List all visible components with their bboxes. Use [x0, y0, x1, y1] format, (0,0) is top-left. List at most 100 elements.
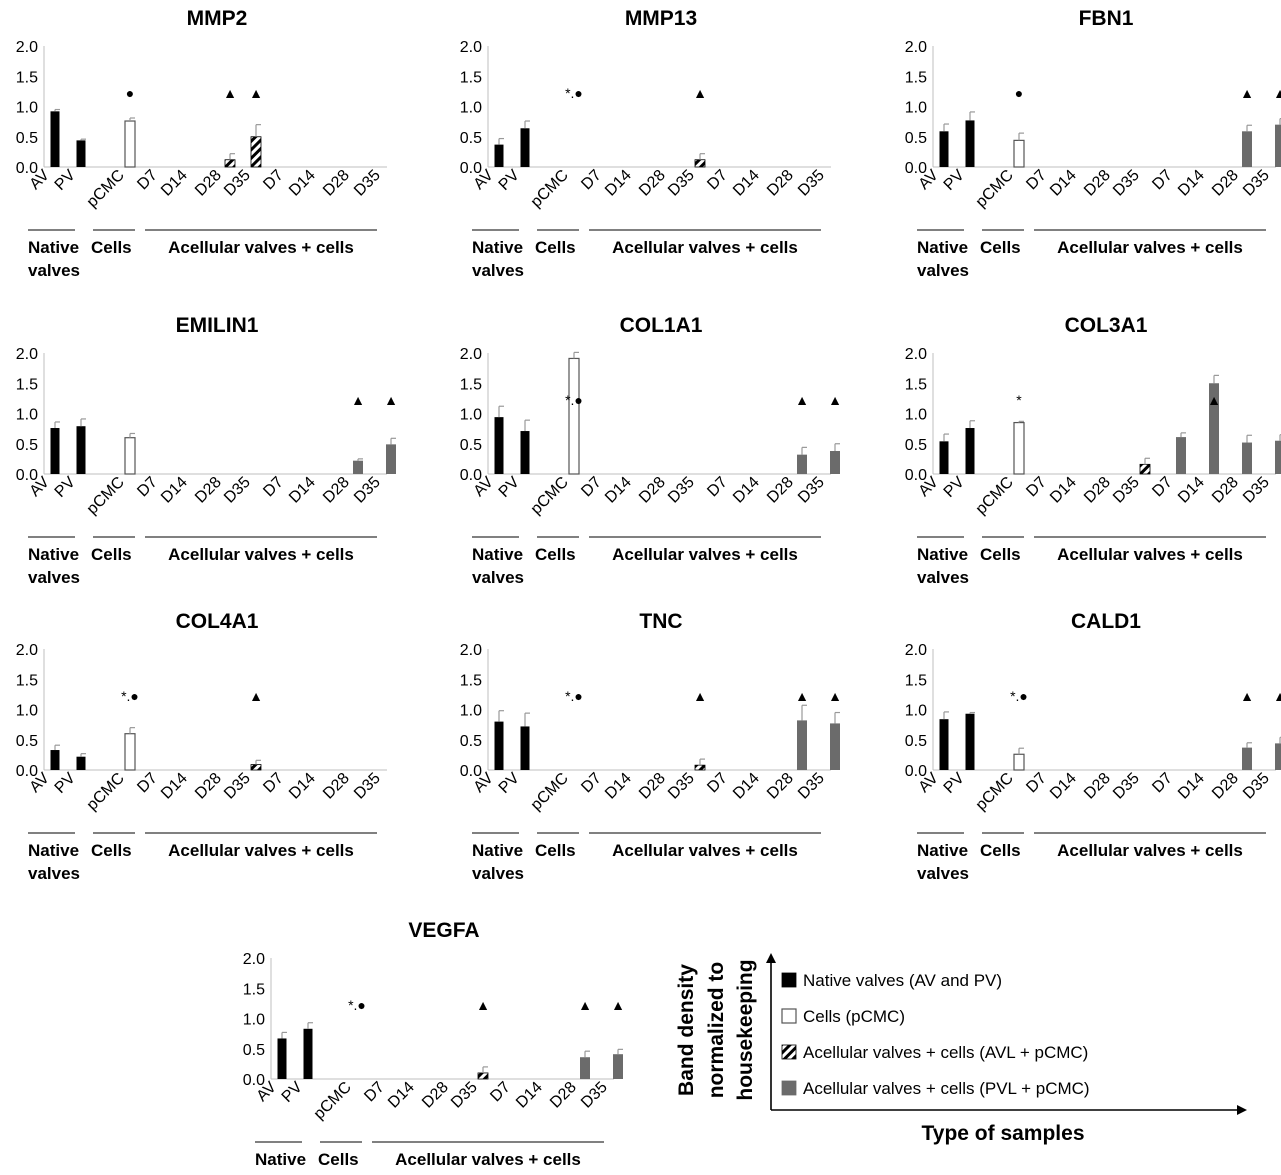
x-tick-label: D35: [578, 1079, 611, 1112]
panel-title: FBN1: [1079, 7, 1134, 30]
panel-title: MMP2: [187, 7, 248, 30]
significance-marker: ▲: [223, 85, 237, 101]
legend-x-title: Type of samples: [922, 1122, 1085, 1145]
group-label-native: Native: [917, 545, 968, 564]
x-tick-label: D28: [636, 167, 669, 200]
x-tick-label: PV: [52, 474, 79, 501]
group-label-cells: Cells: [318, 1150, 359, 1169]
y-tick-label: 0.5: [460, 733, 482, 750]
y-tick-label: 2.0: [905, 642, 927, 659]
group-label-acellular: Acellular valves + cells: [612, 841, 798, 860]
x-tick-label: D14: [385, 1079, 418, 1112]
bar-pv: [76, 426, 86, 474]
x-tick-label: D28: [636, 770, 669, 803]
y-tick-label: 2.0: [460, 346, 482, 363]
x-tick-label: pCMC: [84, 474, 128, 518]
y-tick-label: 2.0: [905, 346, 927, 363]
bar-d35: [613, 1054, 623, 1079]
group-label-acellular: Acellular valves + cells: [395, 1150, 581, 1169]
y-tick-label: 2.0: [16, 346, 38, 363]
x-tick-label: D14: [602, 474, 635, 507]
x-tick-label: PV: [941, 167, 968, 194]
group-label-valves: valves: [917, 864, 969, 883]
group-label-valves: valves: [28, 261, 80, 280]
x-tick-label: D28: [764, 474, 797, 507]
bar-pv: [520, 128, 530, 167]
bar-d35: [250, 136, 262, 168]
bar-d35: [1275, 440, 1281, 474]
panel-title: CALD1: [1071, 610, 1141, 633]
x-tick-label: PV: [279, 1079, 306, 1106]
x-tick-label: D14: [602, 167, 635, 200]
x-tick-label: D14: [158, 474, 191, 507]
bar-pv: [965, 428, 975, 474]
x-tick-label: pCMC: [973, 167, 1017, 211]
legend-label: Cells (pCMC): [803, 1007, 905, 1026]
y-tick-label: 0.0: [243, 1072, 265, 1089]
legend-y-title: normalized to: [705, 962, 728, 1099]
group-label-acellular: Acellular valves + cells: [612, 238, 798, 257]
y-tick-label: 0.0: [460, 763, 482, 780]
bar-d28: [353, 460, 363, 474]
legend-swatch: [781, 972, 797, 988]
x-tick-label: D14: [602, 770, 635, 803]
x-tick-label: D35: [1110, 167, 1143, 200]
legend-swatch: [781, 1008, 797, 1024]
y-tick-label: 2.0: [243, 951, 265, 968]
bar-pv: [520, 726, 530, 770]
bar-pv: [76, 756, 86, 770]
y-tick-label: 2.0: [16, 642, 38, 659]
bar-d28: [1242, 442, 1252, 474]
x-tick-label: D28: [192, 474, 225, 507]
bar-d35: [830, 451, 840, 474]
y-tick-label: 0.5: [460, 130, 482, 147]
group-label-native: Native: [255, 1150, 306, 1169]
x-tick-label: pCMC: [528, 167, 572, 211]
x-tick-label: D7: [134, 770, 161, 797]
y-tick-label: 1.0: [460, 100, 482, 117]
x-tick-label: D35: [221, 474, 254, 507]
y-tick-label: 1.0: [243, 1012, 265, 1029]
group-label-native: Native: [28, 841, 79, 860]
x-tick-label: D14: [730, 770, 763, 803]
panel-title: MMP13: [625, 7, 697, 30]
group-label-native: Native: [28, 238, 79, 257]
group-label-cells: Cells: [91, 841, 132, 860]
x-tick-label: PV: [52, 167, 79, 194]
significance-marker: ▲: [795, 392, 809, 408]
y-tick-label: 0.0: [460, 160, 482, 177]
y-tick-label: 0.5: [460, 437, 482, 454]
x-tick-label: pCMC: [528, 474, 572, 518]
y-tick-label: 1.5: [905, 69, 927, 86]
bar-av: [50, 750, 60, 770]
bar-d35: [477, 1072, 489, 1080]
bar-av: [50, 111, 60, 167]
y-tick-label: 1.5: [16, 672, 38, 689]
group-label-valves: valves: [255, 1173, 307, 1175]
x-tick-label: D35: [795, 770, 828, 803]
bar-av: [50, 428, 60, 474]
group-label-native: Native: [917, 238, 968, 257]
significance-marker: ▲: [578, 997, 592, 1013]
bar-d35: [694, 159, 706, 168]
group-label-native: Native: [472, 545, 523, 564]
legend-y-title: Band density: [675, 964, 698, 1096]
legend-swatch: [781, 1080, 797, 1096]
bar-av: [939, 719, 949, 770]
y-tick-label: 0.0: [16, 763, 38, 780]
bar-pcmc: [1013, 753, 1025, 771]
significance-marker: *: [1016, 392, 1022, 408]
x-tick-label: D7: [578, 474, 605, 501]
x-tick-label: D14: [158, 167, 191, 200]
y-tick-label: 0.0: [905, 160, 927, 177]
bar-d28: [1242, 131, 1252, 167]
y-tick-label: 1.5: [905, 672, 927, 689]
y-tick-label: 1.5: [243, 981, 265, 998]
legend-label: Native valves (AV and PV): [803, 971, 1002, 990]
significance-marker: *.●: [1010, 688, 1028, 704]
x-tick-label: D35: [795, 167, 828, 200]
group-label-native: Native: [917, 841, 968, 860]
bar-d28: [797, 720, 807, 770]
